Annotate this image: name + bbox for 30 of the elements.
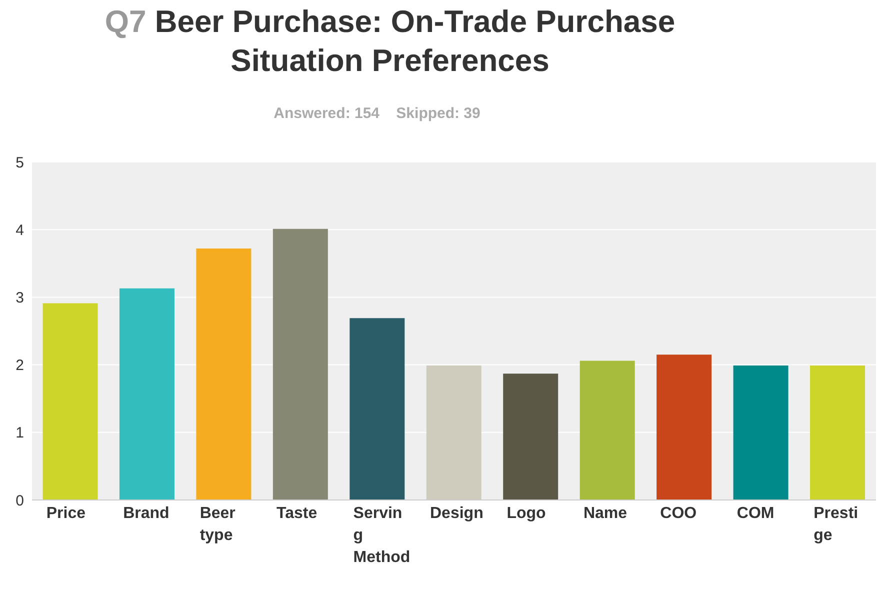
y-tick-label: 0 (16, 492, 24, 510)
bar (196, 248, 252, 500)
y-tick-label: 2 (16, 357, 24, 374)
x-tick-label: Prestige (814, 505, 858, 544)
bar (272, 228, 328, 500)
bar (656, 354, 712, 500)
x-tick-label: COO (660, 505, 697, 522)
bar (350, 318, 405, 500)
x-tick-label: Beer type (200, 505, 236, 544)
chart-title: Q7 Beer Purchase: On-Trade Purchase Situation Preferences (104, 3, 676, 80)
x-tick-label: Name (583, 505, 628, 522)
x-tick-label: Taste (276, 505, 318, 522)
bar (503, 374, 558, 500)
bar (733, 365, 788, 500)
bar (580, 360, 635, 500)
x-tick-label: Logo (506, 505, 546, 522)
y-tick-label: 1 (16, 424, 24, 442)
x-tick-label: Serving Method (353, 505, 410, 566)
chart-subtitle: Answered: 154 Skipped: 39 (272, 105, 482, 122)
bar (119, 288, 174, 500)
y-tick-label: 3 (16, 290, 24, 307)
x-tick-label: Price (46, 505, 86, 522)
x-tick-label: Design (430, 505, 484, 522)
y-tick-label: 5 (16, 154, 24, 172)
bar (426, 365, 482, 500)
x-tick-label: COM (736, 505, 774, 522)
y-tick-label: 4 (16, 222, 24, 239)
bar (810, 365, 866, 500)
bar (42, 303, 98, 500)
x-tick-label: Brand (123, 505, 170, 522)
